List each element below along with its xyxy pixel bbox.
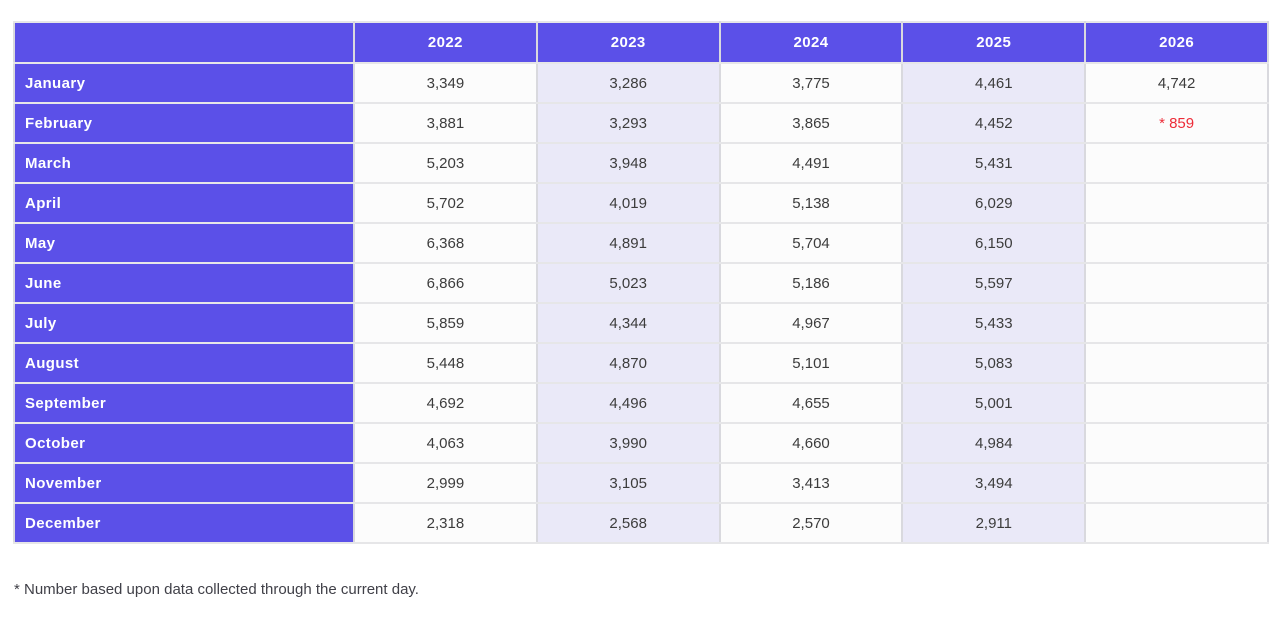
year-header-2023: 2023 xyxy=(535,21,721,64)
value-cell-february-2024: 3,865 xyxy=(718,102,904,144)
value-cell-january-2025: 4,461 xyxy=(901,62,1087,104)
value-cell-june-2025: 5,597 xyxy=(901,262,1087,304)
year-header-2025: 2025 xyxy=(901,21,1087,64)
value-cell-october-2026 xyxy=(1084,422,1269,464)
value-cell-june-2023: 5,023 xyxy=(535,262,721,304)
table-row-august: August 5,448 4,870 5,101 5,083 xyxy=(13,342,1269,384)
month-label-april: April xyxy=(13,182,355,224)
value-cell-march-2023: 3,948 xyxy=(535,142,721,184)
value-cell-september-2025: 5,001 xyxy=(901,382,1087,424)
table-row-may: May 6,368 4,891 5,704 6,150 xyxy=(13,222,1269,264)
footnote: * Number based upon data collected throu… xyxy=(14,581,419,598)
value-cell-december-2022: 2,318 xyxy=(353,502,538,544)
value-cell-june-2024: 5,186 xyxy=(718,262,904,304)
month-label-june: June xyxy=(13,262,355,304)
value-cell-august-2023: 4,870 xyxy=(535,342,721,384)
value-cell-january-2023: 3,286 xyxy=(535,62,721,104)
monthly-data-table: 2022 2023 2024 2025 2026 January 3,349 3,286 3,… xyxy=(13,21,1269,544)
table-row-december: December 2,318 2,568 2,570 2,911 xyxy=(13,502,1269,544)
value-cell-march-2025: 5,431 xyxy=(901,142,1087,184)
value-cell-september-2024: 4,655 xyxy=(718,382,904,424)
value-cell-april-2024: 5,138 xyxy=(718,182,904,224)
value-cell-august-2024: 5,101 xyxy=(718,342,904,384)
value-cell-july-2022: 5,859 xyxy=(353,302,538,344)
table-row-february: February 3,881 3,293 3,865 4,452 * 859 xyxy=(13,102,1269,144)
table-row-july: July 5,859 4,344 4,967 5,433 xyxy=(13,302,1269,344)
value-cell-august-2026 xyxy=(1084,342,1269,384)
value-cell-december-2024: 2,570 xyxy=(718,502,904,544)
value-cell-march-2026 xyxy=(1084,142,1269,184)
month-label-february: February xyxy=(13,102,355,144)
value-cell-may-2023: 4,891 xyxy=(535,222,721,264)
value-cell-march-2024: 4,491 xyxy=(718,142,904,184)
value-cell-october-2022: 4,063 xyxy=(353,422,538,464)
value-cell-april-2025: 6,029 xyxy=(901,182,1087,224)
month-label-march: March xyxy=(13,142,355,184)
value-cell-december-2026 xyxy=(1084,502,1269,544)
value-cell-november-2023: 3,105 xyxy=(535,462,721,504)
value-cell-august-2022: 5,448 xyxy=(353,342,538,384)
value-cell-october-2023: 3,990 xyxy=(535,422,721,464)
value-cell-november-2024: 3,413 xyxy=(718,462,904,504)
month-label-december: December xyxy=(13,502,355,544)
value-cell-april-2023: 4,019 xyxy=(535,182,721,224)
year-header-2022: 2022 xyxy=(353,21,538,64)
value-cell-february-2022: 3,881 xyxy=(353,102,538,144)
value-cell-january-2026: 4,742 xyxy=(1084,62,1269,104)
value-cell-december-2025: 2,911 xyxy=(901,502,1087,544)
value-cell-june-2026 xyxy=(1084,262,1269,304)
value-cell-october-2025: 4,984 xyxy=(901,422,1087,464)
table-row-march: March 5,203 3,948 4,491 5,431 xyxy=(13,142,1269,184)
value-cell-july-2025: 5,433 xyxy=(901,302,1087,344)
month-label-november: November xyxy=(13,462,355,504)
value-cell-july-2026 xyxy=(1084,302,1269,344)
table-row-april: April 5,702 4,019 5,138 6,029 xyxy=(13,182,1269,224)
table-row-october: October 4,063 3,990 4,660 4,984 xyxy=(13,422,1269,464)
table-container: 2022 2023 2024 2025 2026 January 3,349 3,286 3,… xyxy=(13,21,1269,544)
value-cell-february-2026: * 859 xyxy=(1084,102,1269,144)
value-cell-september-2026 xyxy=(1084,382,1269,424)
table-head: 2022 2023 2024 2025 2026 xyxy=(13,21,1269,64)
value-cell-march-2022: 5,203 xyxy=(353,142,538,184)
month-label-july: July xyxy=(13,302,355,344)
month-label-august: August xyxy=(13,342,355,384)
value-cell-may-2025: 6,150 xyxy=(901,222,1087,264)
month-label-january: January xyxy=(13,62,355,104)
month-label-may: May xyxy=(13,222,355,264)
value-cell-november-2026 xyxy=(1084,462,1269,504)
value-cell-february-2023: 3,293 xyxy=(535,102,721,144)
table-row-june: June 6,866 5,023 5,186 5,597 xyxy=(13,262,1269,304)
value-cell-may-2022: 6,368 xyxy=(353,222,538,264)
value-cell-may-2024: 5,704 xyxy=(718,222,904,264)
value-cell-november-2022: 2,999 xyxy=(353,462,538,504)
table-row-november: November 2,999 3,105 3,413 3,494 xyxy=(13,462,1269,504)
table-body: January 3,349 3,286 3,775 4,461 4,742 February… xyxy=(13,62,1269,544)
value-cell-november-2025: 3,494 xyxy=(901,462,1087,504)
value-cell-august-2025: 5,083 xyxy=(901,342,1087,384)
value-cell-february-2025: 4,452 xyxy=(901,102,1087,144)
year-header-2024: 2024 xyxy=(718,21,904,64)
corner-header-cell xyxy=(13,21,355,64)
table-row-january: January 3,349 3,286 3,775 4,461 4,742 xyxy=(13,62,1269,104)
value-cell-october-2024: 4,660 xyxy=(718,422,904,464)
value-cell-april-2022: 5,702 xyxy=(353,182,538,224)
value-cell-january-2022: 3,349 xyxy=(353,62,538,104)
value-cell-december-2023: 2,568 xyxy=(535,502,721,544)
value-cell-september-2023: 4,496 xyxy=(535,382,721,424)
table-row-september: September 4,692 4,496 4,655 5,001 xyxy=(13,382,1269,424)
table-header-row: 2022 2023 2024 2025 2026 xyxy=(13,21,1269,64)
value-cell-january-2024: 3,775 xyxy=(718,62,904,104)
month-label-september: September xyxy=(13,382,355,424)
month-label-october: October xyxy=(13,422,355,464)
value-cell-june-2022: 6,866 xyxy=(353,262,538,304)
value-cell-april-2026 xyxy=(1084,182,1269,224)
value-cell-july-2024: 4,967 xyxy=(718,302,904,344)
value-cell-september-2022: 4,692 xyxy=(353,382,538,424)
year-header-2026: 2026 xyxy=(1084,21,1269,64)
value-cell-july-2023: 4,344 xyxy=(535,302,721,344)
value-cell-may-2026 xyxy=(1084,222,1269,264)
